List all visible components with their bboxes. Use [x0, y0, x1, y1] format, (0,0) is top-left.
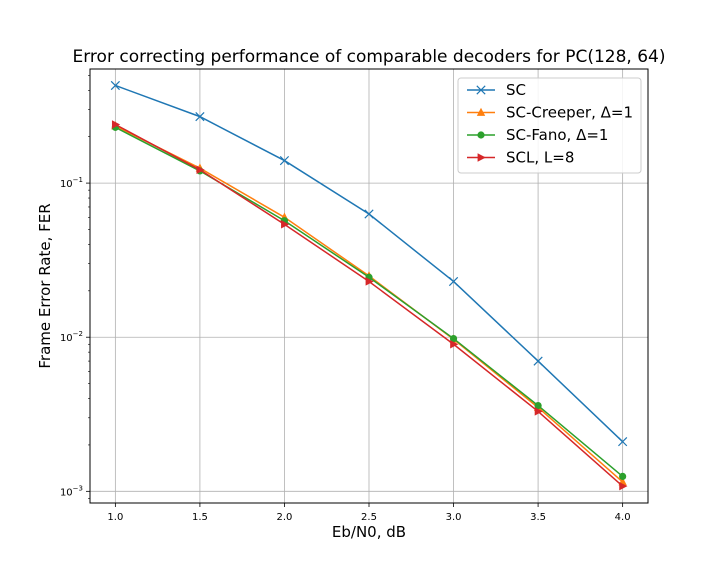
x-tick-label: 2.0 [277, 512, 293, 523]
y-tick-label: 10−2 [60, 330, 83, 344]
legend-entry: SC [467, 81, 526, 99]
x-tick-label: 1.5 [192, 512, 208, 523]
data-point [364, 209, 374, 219]
data-point [196, 165, 205, 174]
data-point [448, 276, 459, 287]
data-point [110, 80, 120, 91]
legend-label: SCL, L=8 [506, 149, 574, 167]
legend-entry: SCL, L=8 [467, 149, 574, 167]
legend-marker [476, 107, 486, 116]
legend-label: SC-Creeper, Δ=1 [506, 104, 633, 122]
ticks: 1.0 1.5 2.0 2.5 3.0 3.5 4.0 10−1 10−2 10−3 [60, 75, 631, 523]
series-1 [110, 80, 628, 447]
data-point [534, 401, 542, 410]
data-point [619, 472, 627, 480]
x-tick-label: 2.5 [361, 512, 377, 523]
data-point [618, 437, 628, 447]
x-tick-label: 1.0 [107, 512, 123, 523]
legend-entry: SC-Creeper, Δ=1 [467, 104, 633, 122]
legend-label: SC [506, 81, 526, 99]
y-axis-label: Frame Error Rate, FER [36, 203, 54, 368]
x-tick-label: 3.5 [530, 512, 546, 523]
legend-label: SC-Fano, Δ=1 [506, 126, 608, 144]
x-axis-label: Eb/N0, dB [332, 523, 406, 541]
data-point [534, 407, 543, 416]
x-tick-label: 4.0 [615, 512, 631, 523]
data-point [281, 220, 290, 229]
data-point [279, 155, 290, 166]
data-point [195, 111, 205, 122]
series-layer [110, 80, 628, 491]
legend-marker [476, 85, 486, 95]
data-point [450, 340, 459, 349]
data-point [619, 481, 628, 491]
data-point [111, 120, 121, 129]
legend-marker [477, 131, 485, 139]
y-tick-label: 10−3 [60, 484, 83, 498]
data-point [533, 356, 543, 366]
data-point [449, 334, 458, 343]
data-point [365, 277, 374, 286]
legend-marker [477, 153, 486, 162]
legend: SC SC-Creeper, Δ=1 SC-Fano, Δ=1 SCL, L=8 [457, 77, 642, 174]
legend-box [457, 77, 642, 174]
chart-title: Error correcting performance of comparab… [73, 47, 666, 67]
legend-entry: SC-Fano, Δ=1 [467, 126, 608, 144]
y-tick-label: 10−1 [60, 176, 83, 190]
series-4 [111, 120, 628, 491]
x-tick-label: 3.0 [446, 512, 462, 523]
